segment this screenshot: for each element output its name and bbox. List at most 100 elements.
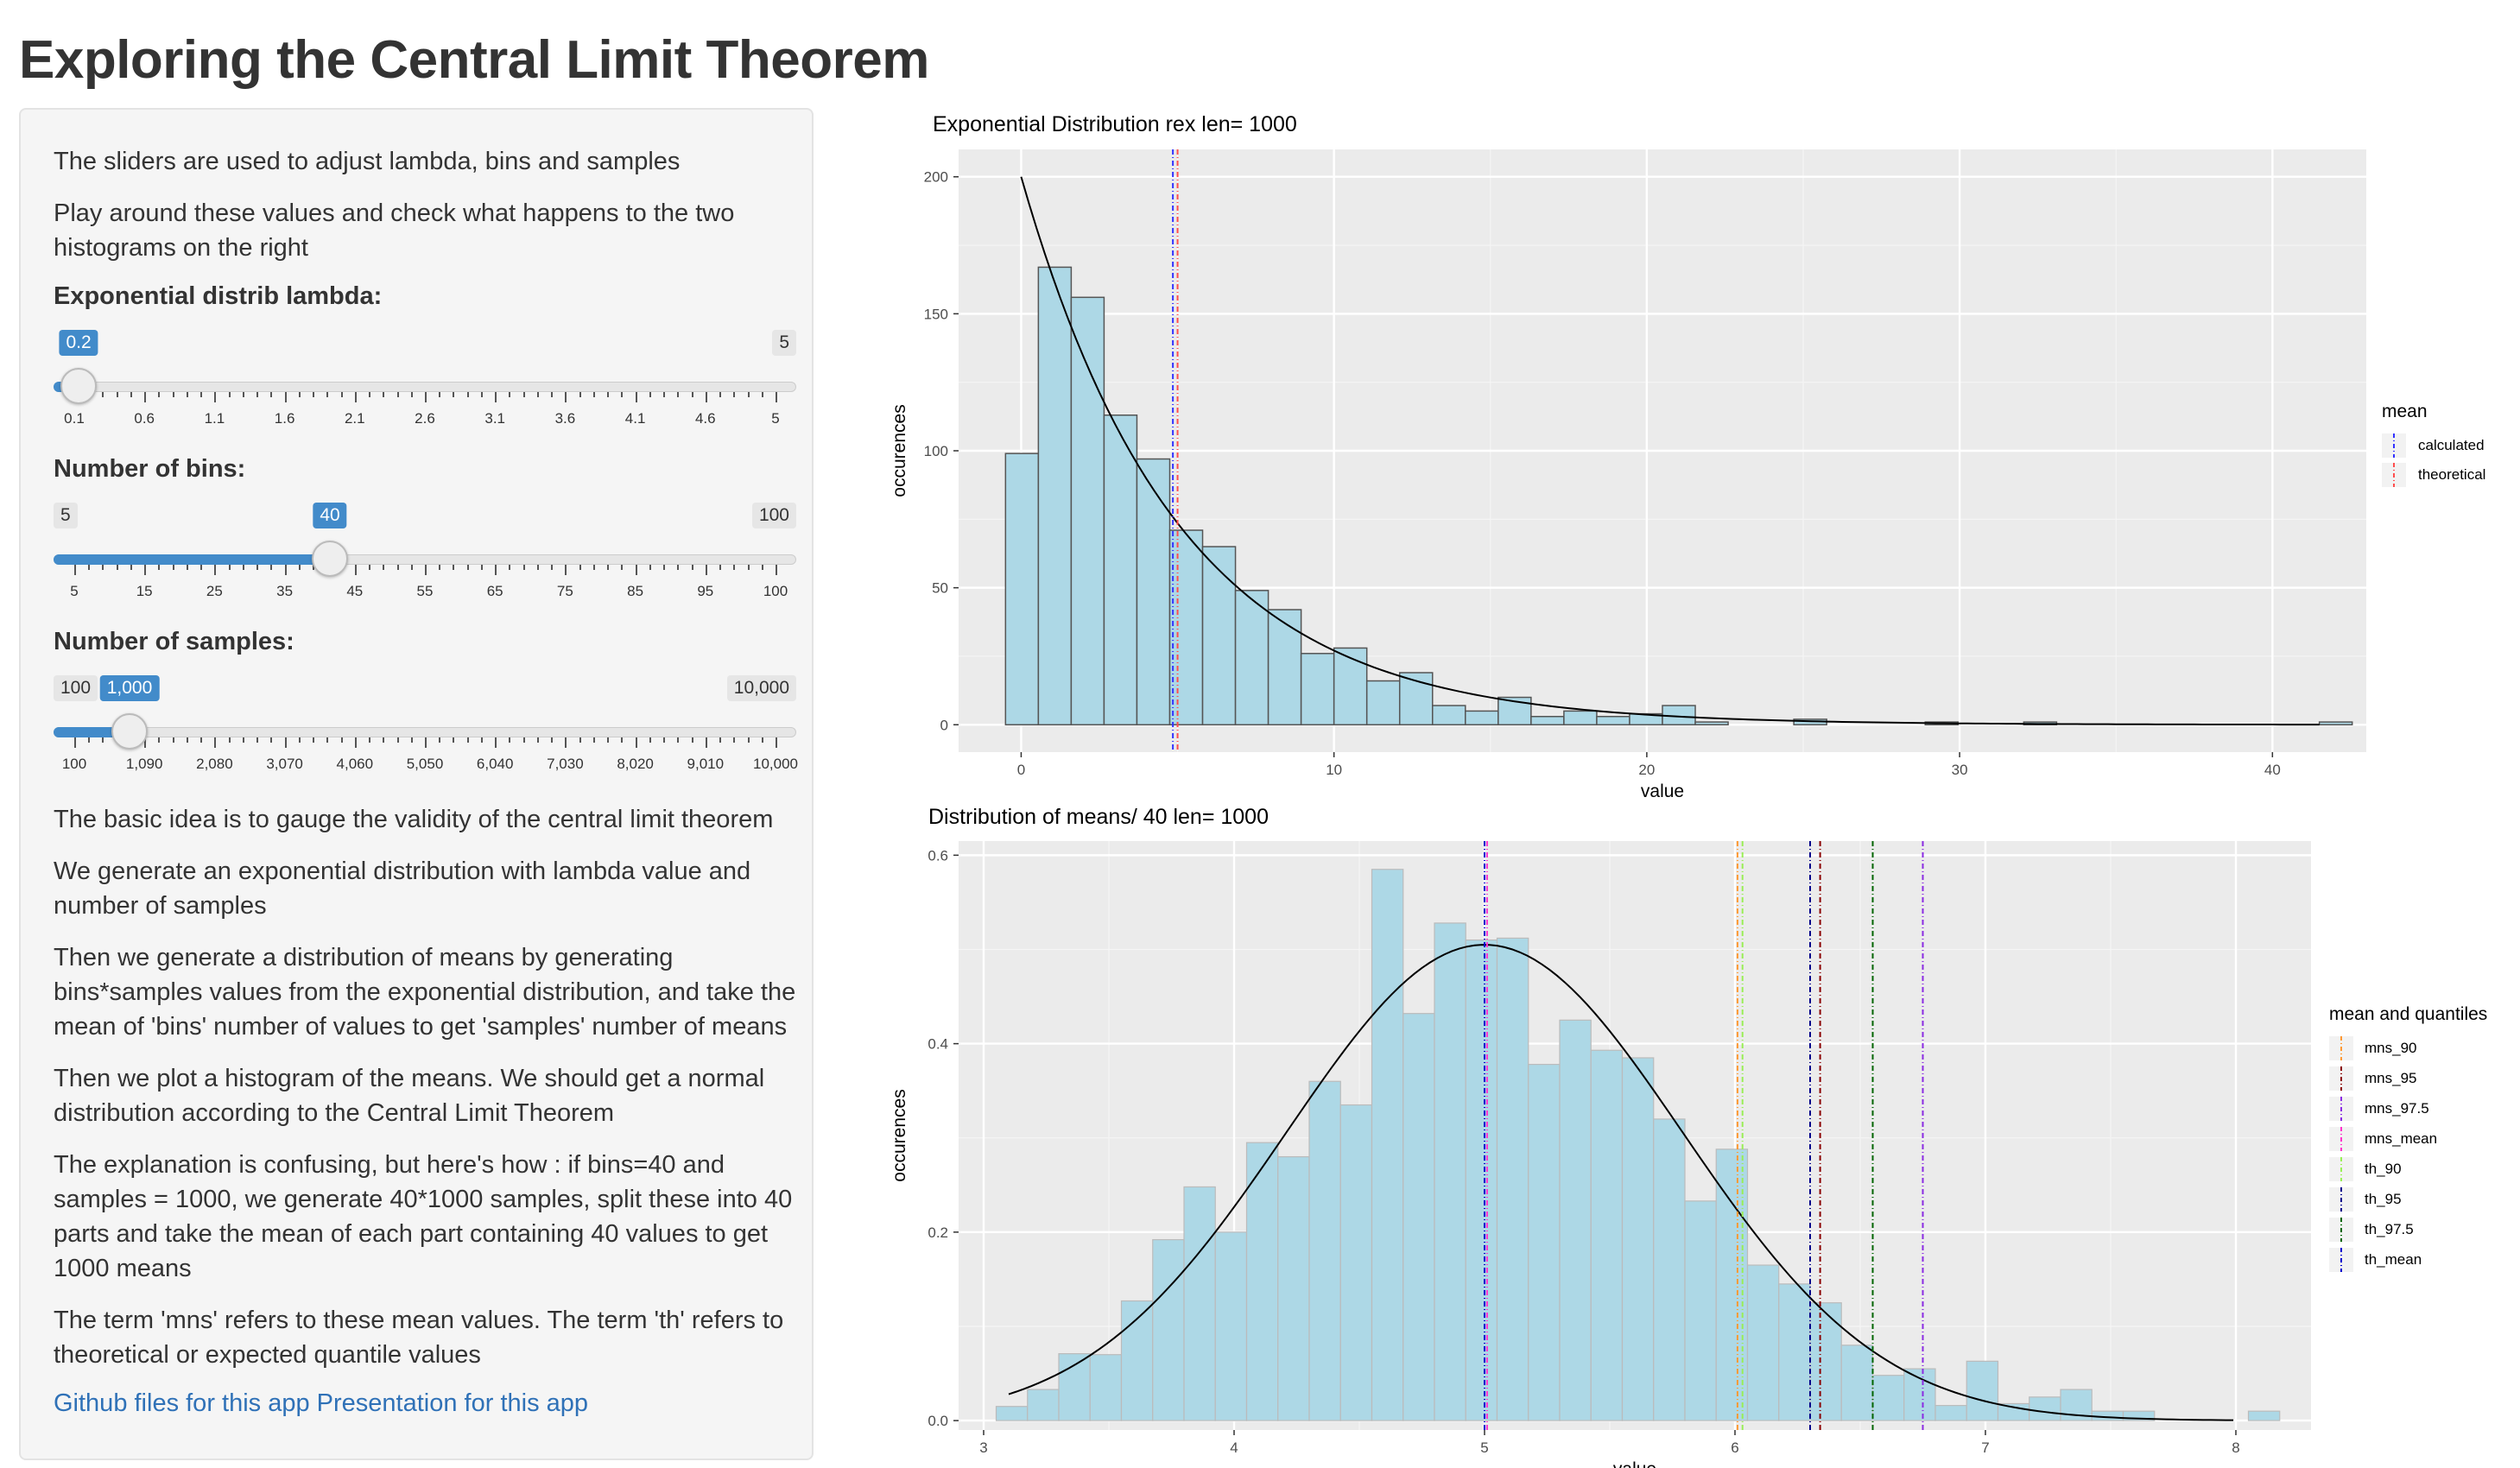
slider-minor-tick (410, 565, 413, 570)
histogram-bar (1300, 653, 1335, 726)
slider-ticks (54, 737, 796, 750)
legend-key-mns_95 (2329, 1066, 2353, 1091)
histogram-bar (1333, 647, 1368, 726)
slider-tick-label: 2.6 (415, 410, 435, 427)
slider-tick-label: 4.1 (624, 410, 646, 427)
slider-handle[interactable] (111, 713, 148, 750)
slider-minor-tick (649, 565, 651, 570)
histogram-bar (1168, 529, 1204, 726)
slider-handle[interactable] (60, 368, 98, 404)
slider-handle[interactable] (312, 541, 348, 577)
slider-minor-tick (691, 565, 693, 570)
slider-minor-tick (383, 565, 385, 570)
legend-label-th_97-5: th_97.5 (2365, 1221, 2414, 1237)
slider-tick-label: 3,070 (266, 756, 303, 772)
y-tick-label: 0 (940, 717, 948, 733)
slider-tick (705, 392, 707, 402)
histogram-bar (1308, 1080, 1341, 1421)
slider-minor-tick (242, 392, 244, 397)
github-link[interactable]: Github files for this app (54, 1389, 310, 1417)
slider-max-badge: 100 (751, 503, 796, 528)
slider-minor-tick (663, 737, 666, 743)
slider-minor-tick (369, 737, 371, 743)
slider-minor-tick (369, 392, 371, 397)
slider-tick (74, 737, 76, 748)
slider-minor-tick (480, 737, 483, 743)
histogram-bar (1653, 1118, 1686, 1421)
slider-minor-tick (326, 392, 329, 397)
slider-minor-tick (102, 392, 104, 397)
page-title: Exploring the Central Limit Theorem (19, 30, 929, 90)
x-tick-label: 4 (1230, 1440, 1238, 1456)
slider-tick (705, 565, 707, 575)
slider-minor-tick (298, 392, 301, 397)
slider-minor-tick (551, 392, 554, 397)
slider-tick-label: 8,020 (617, 756, 654, 772)
histogram-bar (1432, 705, 1466, 726)
slider-tick-label: 9,010 (687, 756, 725, 772)
slider-minor-tick (228, 737, 231, 743)
slider-tick (214, 392, 217, 402)
slider-track[interactable] (54, 382, 796, 392)
explanation-text-1: The basic idea is to gauge the validity … (54, 806, 774, 833)
samples-slider[interactable]: 100 1,000 10,000 100 1,090 2,080 3,070 4,060… (54, 652, 798, 773)
legend-title: mean (2382, 402, 2428, 421)
lambda-slider[interactable]: 0.2 5 0.1 0.6 1.1 1.6 2.1 2.6 3.1 3.6 4.1 4.6 5 (54, 307, 796, 427)
slider-minor-tick (313, 392, 315, 397)
slider-value-badge: 0.2 (59, 330, 98, 356)
legend-label-mns_97-5: mns_97.5 (2365, 1100, 2429, 1117)
histogram-bar (1559, 1019, 1592, 1421)
density-curve (1020, 176, 2320, 726)
histogram-bar (1715, 1148, 1749, 1421)
slider-minor-tick (761, 392, 763, 397)
histogram-bar (1201, 546, 1237, 726)
histogram-bar (1058, 1353, 1091, 1421)
lambda-label: Exponential distrib lambda: (54, 282, 383, 310)
slider-minor-tick (677, 392, 680, 397)
slider-tick (144, 392, 147, 402)
legend-key-mns_mean (2329, 1127, 2353, 1151)
slider-fill (54, 727, 130, 737)
slider-minor-tick (158, 565, 161, 570)
slider-track[interactable] (54, 727, 796, 737)
slider-tick-label: 7,030 (547, 756, 584, 772)
histogram-bar (1528, 1064, 1561, 1421)
histogram-bar (1778, 1283, 1811, 1421)
histogram-bar (1103, 414, 1138, 726)
histogram-bar (1245, 1142, 1279, 1421)
presentation-link[interactable]: Presentation for this app (316, 1389, 589, 1417)
slider-minor-tick (592, 565, 595, 570)
slider-minor-tick (340, 392, 343, 397)
legend-label-theoretical: theoretical (2418, 466, 2486, 483)
slider-minor-tick (186, 737, 188, 743)
slider-minor-tick (551, 737, 554, 743)
histogram-bar (1214, 1231, 1248, 1421)
slider-minor-tick (200, 392, 203, 397)
slider-minor-tick (747, 737, 750, 743)
slider-tick-label: 3.6 (554, 410, 576, 427)
slider-value-badge: 40 (313, 503, 347, 528)
slider-minor-tick (186, 565, 188, 570)
legend-label-mns_95: mns_95 (2365, 1070, 2417, 1086)
histogram-bar (1596, 716, 1630, 726)
slider-tick-label: 100 (763, 583, 788, 599)
histogram-bar (1339, 1104, 1373, 1421)
histogram-bar (1402, 1013, 1435, 1421)
histogram-bar (2029, 1396, 2061, 1421)
x-tick-label: 3 (979, 1440, 987, 1456)
slider-minor-tick (410, 737, 413, 743)
slider-minor-tick (719, 565, 722, 570)
legend-title: mean and quantiles (2329, 1004, 2488, 1024)
slider-minor-tick (747, 565, 750, 570)
slider-minor-tick (719, 392, 722, 397)
histogram-bar (1037, 266, 1073, 726)
bins-slider[interactable]: 5 40 100 5 15 25 35 45 55 65 75 85 95 100 (54, 479, 796, 600)
slider-minor-tick (719, 737, 722, 743)
histogram-bar (1234, 590, 1269, 726)
slider-tick (354, 392, 357, 402)
slider-tick-label: 75 (556, 583, 573, 599)
x-tick-label: 5 (1480, 1440, 1488, 1456)
explanation-text-4: Then we plot a histogram of the means. W… (54, 1065, 765, 1127)
slider-tick (74, 565, 76, 575)
x-tick-label: 10 (1326, 762, 1342, 778)
